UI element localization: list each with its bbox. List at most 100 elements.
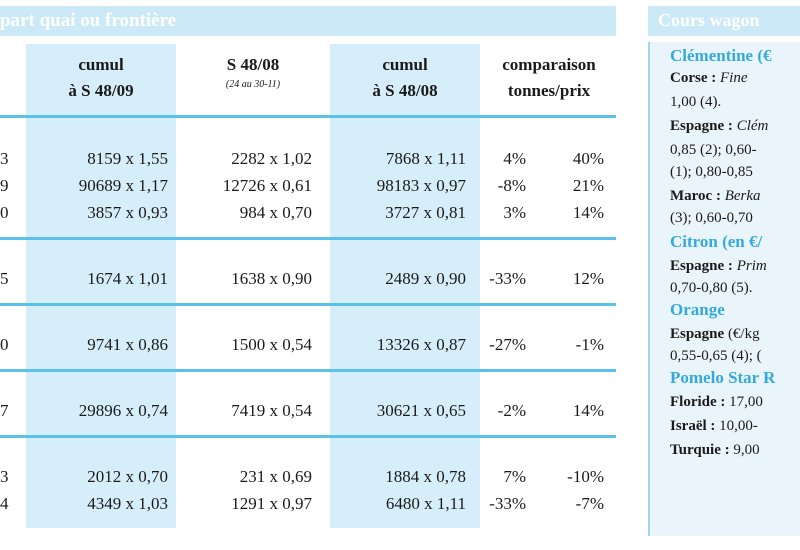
- table-cell: 90689 x 1,17: [78, 176, 168, 195]
- price-line: 1,00 (4).: [670, 94, 722, 110]
- table-row: 3 8159 x 1,55 2282 x 1,02 7868 x 1,11 4% 40%: [0, 145, 616, 172]
- table-cell: 21%: [572, 176, 604, 195]
- table-cell: 2282 x 1,02: [231, 149, 312, 168]
- table-cell: 1884 x 0,78: [385, 467, 466, 486]
- table-cell: 4349 x 1,03: [87, 494, 168, 513]
- table-cell: 1291 x 0,97: [231, 494, 312, 513]
- origin-detail: Fine: [716, 70, 748, 86]
- table-cell: 3: [0, 149, 9, 168]
- table-cell: 231 x 0,69: [239, 467, 312, 486]
- origin-detail: 10,00-: [715, 418, 758, 434]
- table-cell: 6480 x 1,11: [385, 494, 466, 513]
- origin-line: Espagne : Clém: [670, 116, 768, 136]
- origin-line: Turquie : 9,00: [670, 440, 760, 460]
- origin-label: Turquie :: [670, 442, 730, 458]
- price-line: 0,55-0,65 (4); (: [670, 348, 762, 364]
- shaded-column-cumul-08: [330, 44, 480, 528]
- origin-detail: Prim: [732, 258, 767, 274]
- origin-label: Corse :: [670, 70, 717, 86]
- divider: [0, 435, 616, 438]
- table-cell: 29896 x 0,74: [78, 401, 168, 420]
- price-line: 0,70-0,80 (5).: [670, 280, 753, 296]
- column-header-s48-08: S 48/08 (24 au 30-11): [225, 55, 281, 90]
- table-cell: 9741 x 0,86: [87, 335, 168, 354]
- table-cell: 7%: [503, 467, 526, 486]
- table-cell: 0: [0, 203, 9, 222]
- origin-line: Espagne (€/kg: [670, 324, 760, 344]
- left-section-header: part quai ou frontière: [0, 6, 616, 36]
- table-cell: 14%: [572, 203, 604, 222]
- table-row: 3 2012 x 0,70 231 x 0,69 1884 x 0,78 7% -10%: [0, 463, 616, 490]
- table-cell: -27%: [489, 335, 526, 354]
- table-cell: 7868 x 1,11: [385, 149, 466, 168]
- column-header-comparaison: comparaison tonnes/prix: [502, 55, 596, 100]
- table-row: 9 90689 x 1,17 12726 x 0,61 98183 x 0,97 -8%…: [0, 172, 616, 199]
- table-cell: 3857 x 0,93: [87, 203, 168, 222]
- origin-line: Espagne : Prim: [670, 256, 767, 276]
- table-cell: 1638 x 0,90: [231, 269, 312, 288]
- table-cell: 4%: [503, 149, 526, 168]
- product-category: Clémentine (€: [670, 46, 772, 65]
- table-cell: 7419 x 0,54: [231, 401, 312, 420]
- origin-detail: (€/kg: [724, 326, 760, 342]
- origin-label: Espagne: [670, 326, 725, 342]
- origin-label: Maroc :: [670, 188, 721, 204]
- table-row: 4 4349 x 1,03 1291 x 0,97 6480 x 1,11 -33% -7…: [0, 490, 616, 517]
- table-cell: 1500 x 0,54: [231, 335, 312, 354]
- table-cell: 2489 x 0,90: [385, 269, 466, 288]
- origin-detail: Berka: [720, 188, 761, 204]
- origin-label: Floride :: [670, 394, 726, 410]
- table-cell: -2%: [497, 401, 526, 420]
- product-category: Pomelo Star R: [670, 368, 776, 387]
- table-cell: 40%: [572, 149, 604, 168]
- table-row: 7 29896 x 0,74 7419 x 0,54 30621 x 0,65 -2% 1…: [0, 397, 616, 424]
- origin-detail: Clém: [732, 118, 769, 134]
- table-cell: 1674 x 1,01: [87, 269, 168, 288]
- table-row: 5 1674 x 1,01 1638 x 0,90 2489 x 0,90 -33% 12…: [0, 265, 616, 292]
- table-cell: 2012 x 0,70: [87, 467, 168, 486]
- table-cell: 3727 x 0,81: [385, 203, 466, 222]
- product-category: Orange: [670, 300, 725, 319]
- origin-line: Maroc : Berka: [670, 186, 761, 206]
- right-section-header: Cours wagon: [648, 6, 800, 36]
- table-cell: 984 x 0,70: [239, 203, 312, 222]
- table-cell: 12%: [572, 269, 604, 288]
- table-row: 0 9741 x 0,86 1500 x 0,54 13326 x 0,87 -27% -…: [0, 331, 616, 358]
- price-line: (1); 0,80-0,85: [670, 164, 753, 180]
- divider: [0, 369, 616, 372]
- shaded-column-cumul-09: [26, 44, 176, 528]
- origin-line: Floride : 17,00: [670, 392, 763, 412]
- price-line: (3); 0,60-0,70: [670, 210, 753, 226]
- table-cell: 3: [0, 467, 9, 486]
- table-cell: 14%: [572, 401, 604, 420]
- column-header-cumul-09: cumul à S 48/09: [68, 55, 134, 100]
- right-section-body: Clémentine (€ Corse : Fine 1,00 (4). Espagn…: [648, 42, 800, 536]
- table-cell: -33%: [489, 269, 526, 288]
- origin-label: Israël :: [670, 418, 716, 434]
- divider: [0, 237, 616, 240]
- origin-detail: 9,00: [729, 442, 760, 458]
- table-cell: 0: [0, 335, 9, 354]
- origin-line: Israël : 10,00-: [670, 416, 758, 436]
- table-cell: 5: [0, 269, 9, 288]
- table-cell: 3%: [503, 203, 526, 222]
- table-cell: 30621 x 0,65: [376, 401, 466, 420]
- table-cell: 12726 x 0,61: [222, 176, 312, 195]
- table-cell: -8%: [497, 176, 526, 195]
- column-header-cumul-08: cumul à S 48/08: [372, 55, 438, 100]
- divider: [0, 303, 616, 306]
- product-category: Citron (en €/: [670, 232, 763, 251]
- divider: [0, 115, 616, 118]
- table-cell: -10%: [567, 467, 604, 486]
- table-cell: -1%: [575, 335, 604, 354]
- table-cell: 98183 x 0,97: [376, 176, 466, 195]
- origin-label: Espagne :: [670, 258, 733, 274]
- table-cell: 8159 x 1,55: [87, 149, 168, 168]
- table-cell: -33%: [489, 494, 526, 513]
- cours-wagon-panel: Cours wagon Clémentine (€ Corse : Fine 1,0…: [648, 6, 800, 536]
- origin-line: Corse : Fine: [670, 68, 747, 88]
- origin-label: Espagne :: [670, 118, 733, 134]
- left-section-title: part quai ou frontière: [0, 10, 177, 31]
- table-cell: 13326 x 0,87: [376, 335, 466, 354]
- table-cell: 9: [0, 176, 9, 195]
